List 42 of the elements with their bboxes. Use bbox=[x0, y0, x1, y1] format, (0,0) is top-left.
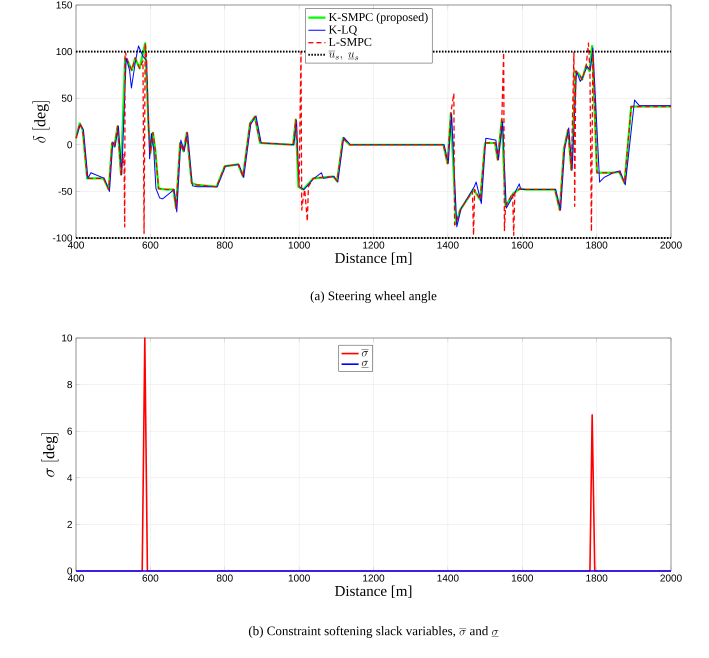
y-tick-label: -50 bbox=[58, 188, 72, 195]
x-tick-label: 1800 bbox=[586, 242, 608, 249]
x-tick-label: 2000 bbox=[660, 242, 682, 249]
legend-label: $\overline{\sigma}$ bbox=[361, 350, 369, 356]
y-tick-label: 2 bbox=[67, 520, 72, 528]
y-tick-label: 0 bbox=[67, 567, 72, 575]
y-tick-label: 100 bbox=[56, 48, 72, 56]
x-axis-title: Distance [m] bbox=[335, 585, 412, 598]
x-tick-label: 600 bbox=[142, 242, 158, 249]
y-tick-label: 50 bbox=[62, 94, 72, 102]
x-tick-label: 1400 bbox=[438, 574, 459, 582]
x-tick-label: 400 bbox=[68, 574, 84, 582]
x-tick-label: 1400 bbox=[438, 242, 459, 249]
y-axis-title: $\delta\ [\mathrm{deg}]$ bbox=[32, 101, 50, 143]
x-tick-label: 800 bbox=[216, 574, 233, 582]
y-tick-label: -100 bbox=[52, 234, 72, 242]
x-tick-label: 400 bbox=[68, 242, 84, 249]
y-tick-label: 10 bbox=[62, 334, 72, 342]
x-tick-label: 600 bbox=[142, 574, 158, 582]
text: $\mbox{(b) Constraint softening slack variables, }\overline{\sigma}\mbox{ and }\underline{\sigma}$ bbox=[248, 626, 499, 638]
y-tick-label: 4 bbox=[67, 474, 72, 482]
legend-label: $\underline{\sigma}$ bbox=[361, 360, 369, 368]
y-tick-label: 6 bbox=[67, 428, 72, 435]
y-tick-label: 150 bbox=[56, 1, 72, 9]
x-tick-label: 800 bbox=[216, 242, 233, 249]
y-tick-label: 0 bbox=[67, 141, 72, 148]
x-tick-label: 1200 bbox=[363, 574, 384, 582]
x-tick-label: 1000 bbox=[288, 242, 310, 249]
ref-line-label: $\overline{u}_s,\ \underline{u}_s$ bbox=[328, 51, 358, 60]
legend-label: K-LQ bbox=[328, 26, 357, 36]
x-tick-label: 1600 bbox=[512, 574, 533, 582]
x-tick-label: 1200 bbox=[363, 242, 384, 249]
legend-label: L-SMPC bbox=[328, 38, 372, 46]
y-axis-title: $\sigma\ [\mathrm{deg}]$ bbox=[41, 433, 58, 477]
x-axis-title: Distance [m] bbox=[335, 252, 412, 265]
x-tick-label: 2000 bbox=[660, 574, 682, 582]
y-tick-label: 8 bbox=[67, 381, 72, 388]
text: (a) Steering wheel angle bbox=[310, 291, 436, 303]
x-tick-label: 1800 bbox=[586, 574, 608, 582]
x-tick-label: 1000 bbox=[288, 574, 310, 582]
x-tick-label: 1600 bbox=[512, 242, 533, 249]
legend-label: K-SMPC (proposed) bbox=[328, 12, 428, 24]
